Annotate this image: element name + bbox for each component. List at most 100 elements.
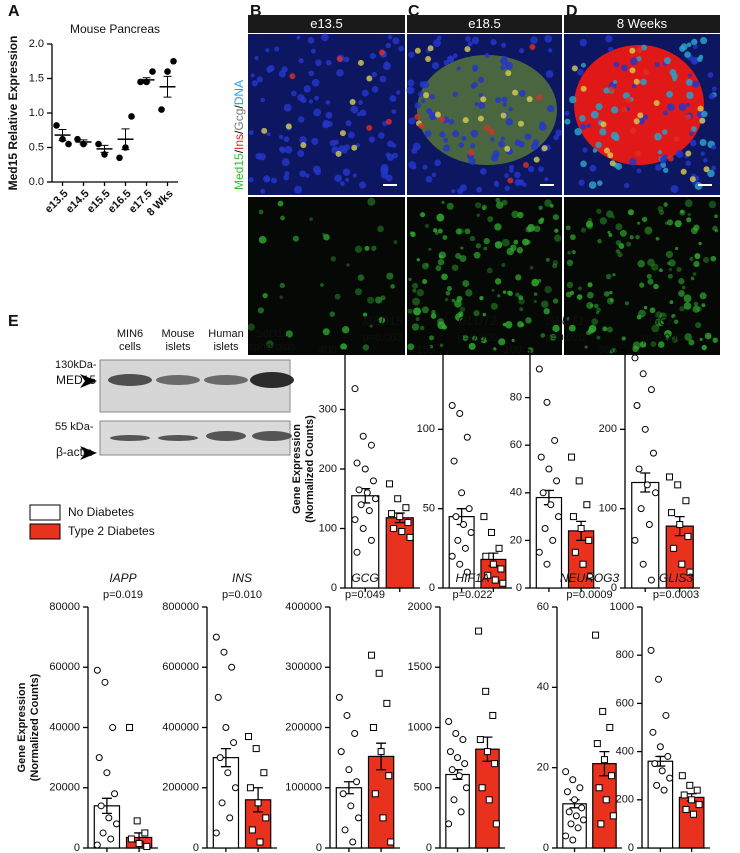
y-tick-label: 100000 (285, 782, 322, 794)
nucleus (700, 151, 705, 156)
green-cell (473, 309, 480, 317)
green-cell (679, 306, 685, 312)
point (450, 457, 458, 465)
green-cell (390, 284, 395, 289)
point (686, 781, 694, 789)
green-cell (533, 292, 538, 296)
green-cell (596, 208, 602, 215)
green-cell (647, 258, 655, 267)
point (452, 730, 460, 738)
green-cell (525, 317, 532, 324)
nucleus (283, 103, 292, 112)
green-cell (504, 320, 513, 329)
nucleus (580, 123, 587, 130)
green-cell (644, 226, 653, 235)
green-cell (279, 282, 285, 289)
nucleus (342, 168, 351, 177)
green-cell (669, 300, 674, 305)
point (226, 814, 234, 822)
green-cell (437, 318, 444, 325)
point (597, 820, 605, 828)
green-cell (429, 344, 434, 349)
point (101, 151, 108, 158)
point (143, 78, 150, 86)
green-cell (626, 241, 632, 247)
point (446, 748, 454, 756)
p-value: p=0.020 (545, 332, 585, 344)
cell (667, 155, 674, 162)
point (368, 651, 376, 659)
green-cell (446, 285, 453, 292)
nucleus (305, 173, 310, 178)
cell (633, 78, 640, 85)
nucleus (675, 150, 684, 159)
point (254, 799, 262, 807)
nucleus (692, 80, 700, 88)
green-cell (441, 273, 448, 281)
green-cell (279, 295, 284, 300)
nucleus (284, 171, 290, 177)
green-cell (650, 341, 657, 348)
green-cell (676, 266, 682, 273)
green-cell (586, 302, 594, 310)
nucleus (642, 114, 649, 120)
nucleus (586, 123, 591, 128)
nucleus (578, 179, 585, 186)
cell (673, 136, 680, 143)
nucleus (307, 36, 315, 44)
cell (336, 56, 343, 63)
point (574, 824, 582, 832)
cell (629, 67, 636, 74)
green-cell (552, 263, 558, 269)
nucleus (279, 146, 285, 152)
green-cell (704, 332, 712, 340)
point (99, 829, 107, 837)
green-cell (442, 235, 448, 241)
point (216, 754, 224, 762)
point (475, 627, 483, 635)
y-tick-label: 0 (611, 582, 617, 594)
point (126, 724, 134, 731)
point (482, 552, 490, 560)
nucleus (663, 167, 669, 174)
nucleus (439, 131, 446, 138)
nucleus (699, 138, 707, 146)
x-tick-label: e15.5 (85, 188, 113, 216)
nucleus (258, 153, 267, 161)
nucleus (361, 89, 369, 97)
nucleus (389, 95, 397, 102)
point (387, 838, 395, 846)
nucleus (396, 90, 401, 95)
green-cell (654, 318, 663, 327)
cell (385, 118, 392, 125)
nucleus (371, 71, 378, 78)
point (141, 829, 149, 837)
nucleus (530, 143, 539, 151)
cell (488, 128, 495, 135)
point (65, 140, 72, 148)
point (105, 814, 113, 822)
green-cell (451, 264, 459, 271)
green-cell (668, 267, 673, 272)
point (351, 730, 359, 738)
nucleus (345, 120, 352, 127)
nucleus (484, 53, 490, 58)
nucleus (564, 118, 571, 125)
lane-label: MIN6 (117, 328, 143, 340)
green-cell (533, 225, 541, 233)
green-cell (407, 343, 415, 351)
point (489, 711, 497, 719)
point (499, 579, 507, 587)
point (635, 465, 643, 473)
green-cell (526, 224, 535, 233)
cell (477, 115, 484, 122)
point (541, 525, 549, 532)
nucleus (369, 53, 376, 60)
cell (637, 112, 644, 119)
nucleus (248, 130, 254, 136)
nucleus (490, 154, 499, 162)
point (363, 489, 371, 497)
green-cell (454, 313, 463, 322)
p-value: p=0.0003 (653, 589, 699, 601)
point (688, 796, 696, 804)
